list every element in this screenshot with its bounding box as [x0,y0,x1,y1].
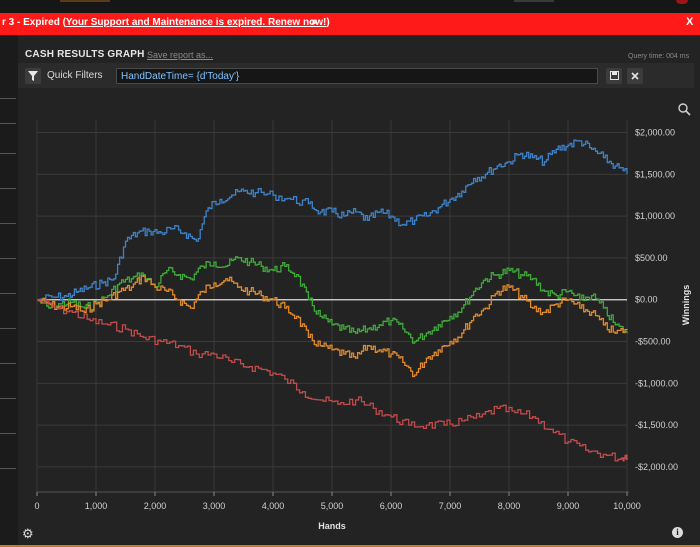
y-tick-label: -$1,500.00 [635,420,678,430]
query-time: Query time: 004 ms [628,53,690,60]
series-line-red [37,299,628,462]
report-panel [18,35,700,547]
y-tick-label: -$500.00 [635,337,671,347]
sidebar-divider [0,468,16,469]
top-strip-fragment [514,0,554,2]
sidebar-divider [0,363,16,364]
close-icon [631,72,639,80]
x-tick-label: 6,000 [380,501,403,511]
expiry-banner: r 3 - Expired (Your Support and Maintena… [0,13,700,35]
y-tick-label: -$2,000.00 [635,462,678,472]
sidebar-divider [0,153,16,154]
x-tick-label: 10,000 [613,501,641,511]
clear-filter-button[interactable] [627,68,643,84]
floppy-disk-icon [609,71,619,80]
zoom-button[interactable] [678,103,691,121]
y-tick-label: $2,000.00 [635,128,675,138]
gear-icon[interactable]: ⚙ [22,526,34,541]
x-tick-label: 0 [34,501,39,511]
x-axis-title: Hands [318,521,346,531]
sidebar-divider [0,223,16,224]
x-tick-label: 3,000 [203,501,226,511]
x-tick-label: 5,000 [321,501,344,511]
y-tick-label: $1,000.00 [635,211,675,221]
save-filter-button[interactable] [606,68,622,84]
y-tick-label: $1,500.00 [635,169,675,179]
x-tick-label: 9,000 [557,501,580,511]
banner-prefix: r 3 - Expired ( [2,17,66,28]
top-strip [0,0,700,13]
x-tick-label: 2,000 [144,501,167,511]
sidebar-divider [0,98,16,99]
report-title: CASH RESULTS GRAPH [25,49,145,60]
chart-series [37,139,628,462]
sidebar-divider [0,188,16,189]
sidebar-divider [0,258,16,259]
left-sidebar [0,35,18,547]
quick-filters-label[interactable]: Quick Filters [47,70,103,81]
renew-link[interactable]: Your Support and Maintenance is expired.… [65,17,327,28]
x-tick-label: 8,000 [498,501,521,511]
y-axis-title: Winnings [681,285,691,325]
chart-grid [36,120,629,493]
banner-suffix: ) [326,17,330,28]
y-tick-label: -$1,000.00 [635,378,678,388]
magnifier-icon [678,103,691,116]
y-tick-label: $0.00 [635,295,658,305]
chart-y-ticks: $2,000.00 $1,500.00 $1,000.00 $500.00 $0.00 -… [635,128,678,472]
sidebar-divider [0,123,16,124]
x-tick-label: 1,000 [85,501,108,511]
x-tick-label: 4,000 [262,501,285,511]
sidebar-divider [0,293,16,294]
series-line-blue [37,139,628,301]
sidebar-divider [0,398,16,399]
top-strip-fragment [676,0,688,4]
sidebar-divider [0,433,16,434]
y-tick-label: $500.00 [635,253,668,263]
top-strip-fragment [60,0,110,2]
funnel-icon[interactable] [25,68,41,84]
series-line-orange [37,275,628,378]
save-report-link[interactable]: Save report as... [147,50,214,60]
info-icon[interactable]: i [672,527,683,538]
sidebar-divider [0,328,16,329]
banner-close-button[interactable]: X [686,16,694,28]
filter-expression-input[interactable]: HandDateTime= {d'Today'} [116,68,598,84]
series-line-green [37,256,628,344]
x-tick-label: 7,000 [439,501,462,511]
chart-x-ticks: 0 1,000 2,000 3,000 4,000 5,000 6,000 7,000 8,00… [34,492,641,511]
bottom-accent-line [0,545,700,547]
banner-arrows-icon[interactable]: » [311,16,318,28]
